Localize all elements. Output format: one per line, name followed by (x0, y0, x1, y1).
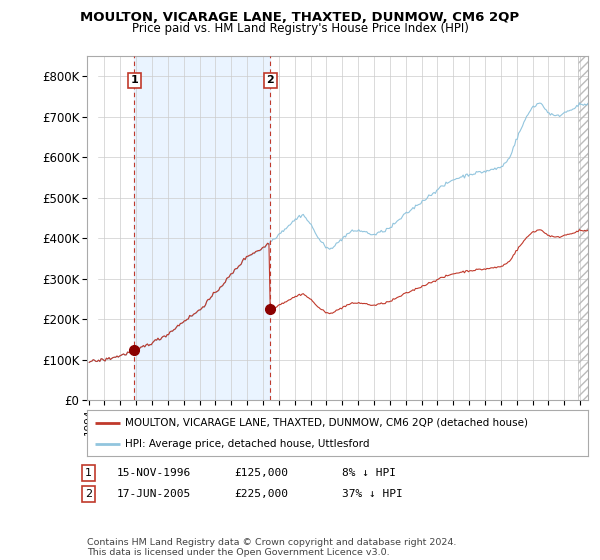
Text: 1: 1 (130, 75, 138, 85)
Text: 1: 1 (85, 468, 92, 478)
Text: Contains HM Land Registry data © Crown copyright and database right 2024.
This d: Contains HM Land Registry data © Crown c… (87, 538, 457, 557)
Bar (87, 56, 97, 400)
Text: £225,000: £225,000 (234, 489, 288, 499)
Text: 15-NOV-1996: 15-NOV-1996 (117, 468, 191, 478)
Text: MOULTON, VICARAGE LANE, THAXTED, DUNMOW, CM6 2QP: MOULTON, VICARAGE LANE, THAXTED, DUNMOW,… (80, 11, 520, 24)
Text: 37% ↓ HPI: 37% ↓ HPI (342, 489, 403, 499)
Text: £125,000: £125,000 (234, 468, 288, 478)
Text: 17-JUN-2005: 17-JUN-2005 (117, 489, 191, 499)
Text: 8% ↓ HPI: 8% ↓ HPI (342, 468, 396, 478)
Bar (134, 56, 270, 400)
Text: 2: 2 (266, 75, 274, 85)
Text: Price paid vs. HM Land Registry's House Price Index (HPI): Price paid vs. HM Land Registry's House … (131, 22, 469, 35)
Text: HPI: Average price, detached house, Uttlesford: HPI: Average price, detached house, Uttl… (125, 439, 369, 449)
Text: 2: 2 (85, 489, 92, 499)
Text: MOULTON, VICARAGE LANE, THAXTED, DUNMOW, CM6 2QP (detached house): MOULTON, VICARAGE LANE, THAXTED, DUNMOW,… (125, 418, 527, 428)
